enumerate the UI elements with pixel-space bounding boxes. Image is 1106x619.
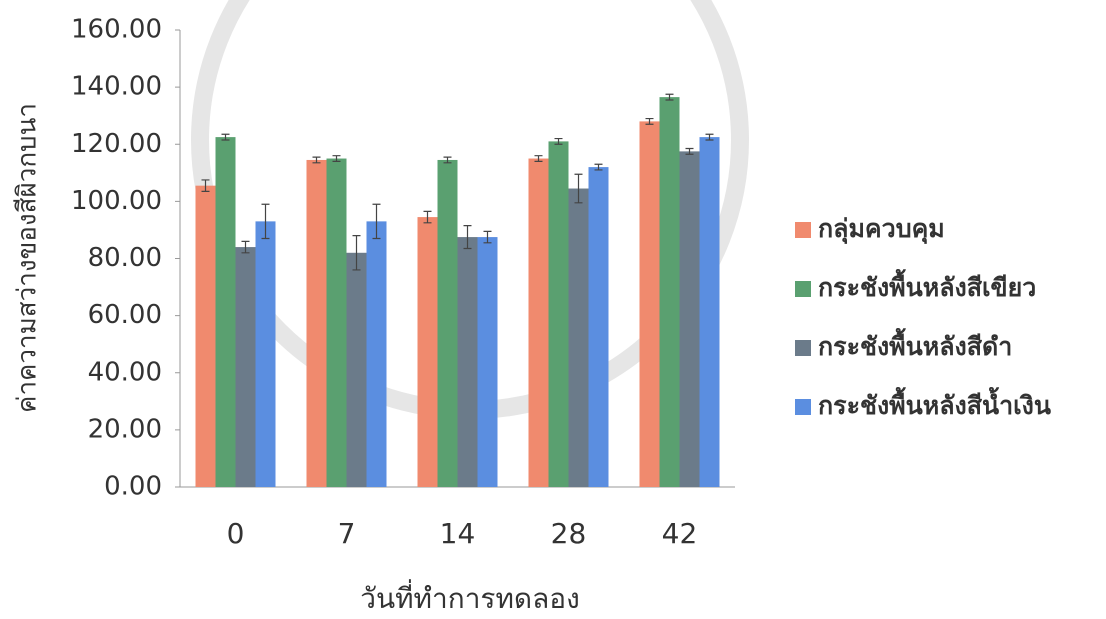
y-tick-label: 40.00 — [88, 357, 162, 387]
legend-swatch — [795, 340, 811, 356]
error-bar — [221, 133, 230, 141]
bar — [548, 141, 569, 488]
y-tick-label: 140.00 — [71, 72, 162, 102]
error-bar — [352, 235, 361, 271]
bar — [679, 151, 700, 487]
x-tick-label: 28 — [551, 517, 587, 550]
legend-label: กระชังพื้นหลังสีน้ำเงิน — [818, 386, 1051, 420]
bar — [255, 221, 276, 487]
error-bar — [312, 156, 321, 164]
y-tick-label: 20.00 — [88, 414, 162, 444]
error-bar — [423, 210, 432, 224]
bar — [528, 158, 549, 487]
y-axis-label: ค่าความสว่างของสีผิวกบนา — [13, 103, 43, 413]
bar — [477, 237, 498, 487]
legend-swatch — [795, 399, 811, 415]
error-bar — [443, 156, 452, 164]
bar — [215, 137, 236, 487]
y-tick-label: 80.00 — [88, 243, 162, 273]
bar — [417, 217, 438, 487]
bar — [235, 247, 256, 487]
error-bar — [241, 240, 250, 254]
bar — [195, 185, 216, 487]
legend-swatch — [795, 281, 811, 297]
y-tick-label: 160.00 — [71, 15, 162, 45]
error-bar — [534, 155, 543, 162]
bar — [457, 237, 478, 487]
bar — [699, 137, 720, 487]
error-bar — [261, 203, 270, 240]
error-bar — [332, 155, 341, 162]
x-tick-label: 14 — [440, 517, 476, 550]
x-tick-label: 0 — [227, 517, 245, 550]
error-bar — [705, 133, 714, 141]
x-tick-label: 7 — [338, 517, 356, 550]
error-bar — [554, 137, 563, 145]
error-bar — [645, 117, 654, 125]
bar — [326, 158, 347, 487]
error-bar — [594, 163, 603, 171]
legend-label: กระชังพื้นหลังสีเขียว — [818, 268, 1036, 302]
error-bar — [372, 203, 381, 240]
legend-label: กระชังพื้นหลังสีดำ — [818, 327, 1012, 361]
x-tick-label: 42 — [662, 517, 698, 550]
x-axis-label: วันที่ทำการทดลอง — [360, 579, 580, 615]
bar — [568, 188, 589, 487]
bar — [659, 97, 680, 487]
error-bar — [201, 179, 210, 192]
bar — [346, 252, 367, 487]
y-tick-label: 120.00 — [71, 129, 162, 159]
bar — [588, 167, 609, 487]
error-bar — [665, 93, 674, 101]
error-bar — [463, 225, 472, 250]
bar — [306, 159, 327, 487]
legend-swatch — [795, 222, 811, 238]
bar — [366, 221, 387, 487]
bar — [437, 159, 458, 487]
y-tick-label: 100.00 — [71, 186, 162, 216]
y-tick-label: 0.00 — [104, 472, 162, 502]
error-bar — [483, 230, 492, 244]
error-bar — [685, 147, 694, 155]
y-tick-label: 60.00 — [88, 300, 162, 330]
error-bar — [574, 173, 583, 204]
legend-label: กลุ่มควบคุม — [818, 214, 945, 245]
bar — [639, 121, 660, 488]
